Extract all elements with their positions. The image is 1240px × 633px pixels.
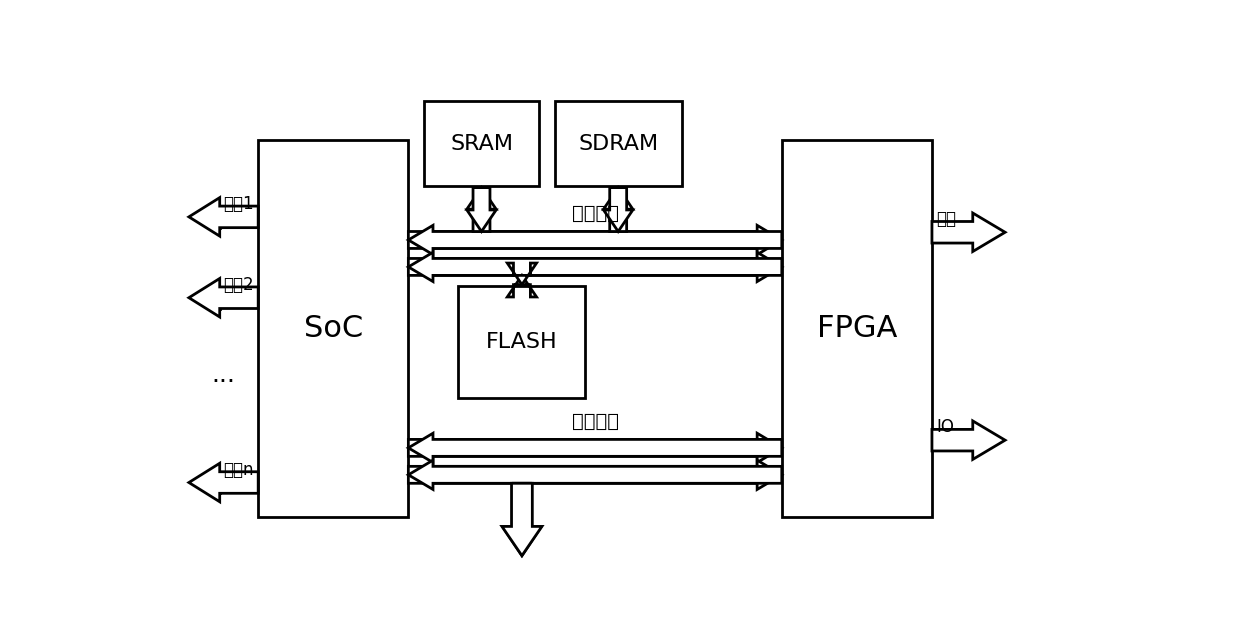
Bar: [459, 286, 585, 398]
Text: 外设1: 外设1: [223, 195, 254, 213]
Text: 外设: 外设: [936, 210, 956, 229]
Bar: [554, 101, 682, 186]
Text: SDRAM: SDRAM: [578, 134, 658, 154]
FancyArrow shape: [408, 225, 781, 254]
FancyArrow shape: [503, 483, 541, 556]
Text: 外设n: 外设n: [223, 461, 254, 479]
Text: FPGA: FPGA: [817, 314, 897, 343]
FancyArrow shape: [408, 433, 781, 463]
Bar: [258, 140, 408, 517]
Text: 外设2: 外设2: [223, 276, 254, 294]
FancyArrow shape: [932, 213, 1006, 251]
FancyArrow shape: [188, 279, 258, 317]
FancyArrow shape: [188, 197, 258, 236]
Text: FLASH: FLASH: [486, 332, 558, 352]
Text: ···: ···: [212, 370, 236, 394]
FancyArrow shape: [408, 433, 781, 463]
FancyArrow shape: [604, 187, 632, 232]
FancyArrow shape: [507, 263, 537, 285]
FancyArrow shape: [932, 421, 1006, 460]
Text: 配置电路: 配置电路: [572, 412, 619, 431]
FancyArrow shape: [467, 187, 496, 232]
FancyArrow shape: [408, 253, 781, 282]
FancyArrow shape: [604, 187, 632, 232]
Text: SRAM: SRAM: [450, 134, 513, 154]
Bar: [781, 140, 932, 517]
Text: IO: IO: [936, 418, 955, 436]
FancyArrow shape: [502, 483, 542, 556]
Text: SoC: SoC: [304, 314, 363, 343]
Text: 内部总线: 内部总线: [572, 204, 619, 223]
FancyArrow shape: [408, 225, 781, 254]
FancyArrow shape: [467, 187, 496, 232]
FancyArrow shape: [188, 463, 258, 502]
Bar: [424, 101, 539, 186]
FancyArrow shape: [408, 460, 781, 489]
FancyArrow shape: [408, 253, 781, 282]
FancyArrow shape: [507, 275, 537, 297]
FancyArrow shape: [408, 460, 781, 489]
